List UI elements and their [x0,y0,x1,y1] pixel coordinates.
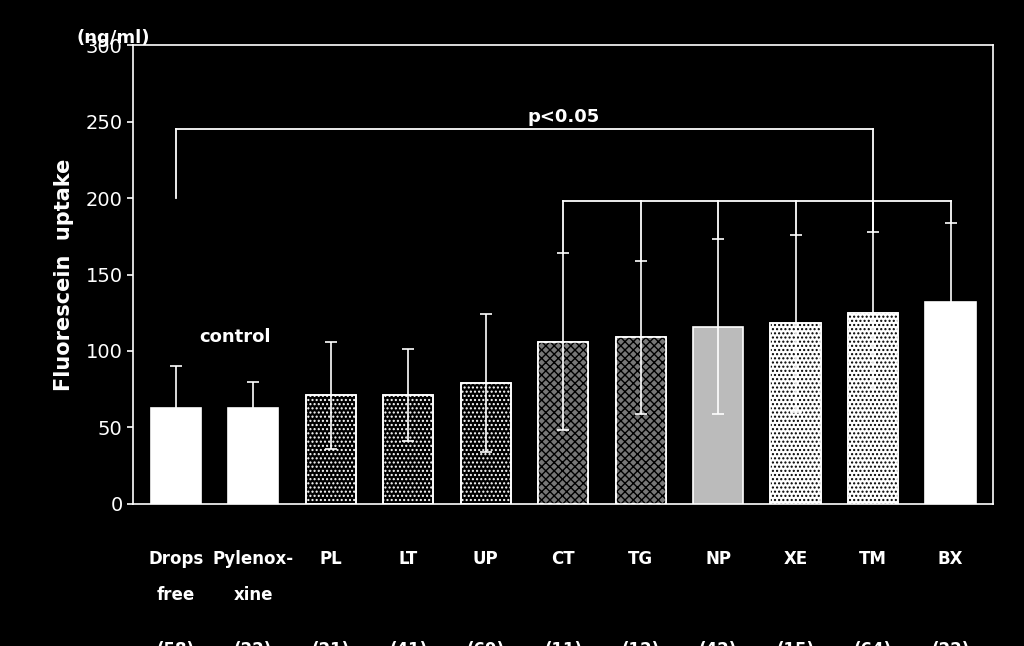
Bar [461,383,511,504]
Bar [383,395,433,504]
Text: Drops: Drops [148,550,204,568]
Text: (69): (69) [467,641,505,646]
Bar [305,395,356,504]
Text: control: control [199,328,270,346]
Text: (ng/ml): (ng/ml) [77,29,151,47]
Text: (22): (22) [234,641,272,646]
Text: NP: NP [706,550,731,568]
Text: (15): (15) [776,641,815,646]
Text: xine: xine [233,587,273,605]
Bar [848,313,898,504]
Bar [615,337,666,504]
Bar [848,313,898,504]
Bar [770,324,821,504]
Text: Pylenox-: Pylenox- [213,550,294,568]
Text: LT: LT [398,550,418,568]
Bar [305,395,356,504]
Bar [383,395,433,504]
Text: (12): (12) [622,641,659,646]
Bar [461,383,511,504]
Bar [693,326,743,504]
Bar [926,302,976,504]
Text: CT: CT [551,550,575,568]
Bar [383,395,433,504]
Text: (42): (42) [699,641,737,646]
Text: BX: BX [938,550,964,568]
Text: (22): (22) [932,641,970,646]
Text: UP: UP [473,550,499,568]
Text: PL: PL [319,550,342,568]
Text: TM: TM [859,550,887,568]
Bar [615,337,666,504]
Text: (11): (11) [544,641,583,646]
Text: XE: XE [783,550,808,568]
Bar [305,395,356,504]
Text: (21): (21) [311,641,350,646]
Bar [770,324,821,504]
Text: (58): (58) [157,641,195,646]
Bar [228,408,279,504]
Bar [538,342,589,504]
Bar [538,342,589,504]
Text: TG: TG [628,550,653,568]
Text: free: free [157,587,195,605]
Bar [538,342,589,504]
Y-axis label: Fluorescein  uptake: Fluorescein uptake [54,158,75,391]
Text: (64): (64) [854,641,892,646]
Text: (41): (41) [389,641,427,646]
Bar [151,408,201,504]
Bar [461,383,511,504]
Bar [848,313,898,504]
Bar [615,337,666,504]
Bar [770,324,821,504]
Text: p<0.05: p<0.05 [527,109,599,126]
